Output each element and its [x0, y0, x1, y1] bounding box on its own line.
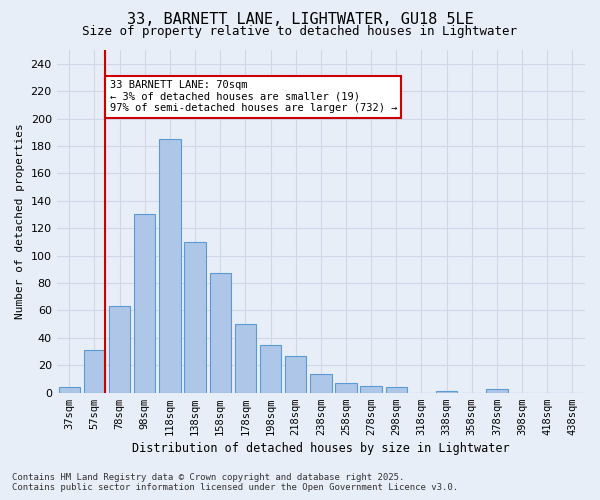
Bar [109, 306, 130, 392]
Text: Contains HM Land Registry data © Crown copyright and database right 2025.
Contai: Contains HM Land Registry data © Crown c… [12, 473, 458, 492]
Bar [184, 242, 206, 392]
Bar [335, 383, 356, 392]
Bar [59, 387, 80, 392]
Text: 33, BARNETT LANE, LIGHTWATER, GU18 5LE: 33, BARNETT LANE, LIGHTWATER, GU18 5LE [127, 12, 473, 28]
Bar [209, 274, 231, 392]
X-axis label: Distribution of detached houses by size in Lightwater: Distribution of detached houses by size … [132, 442, 509, 455]
Bar [159, 139, 181, 392]
Bar [486, 388, 508, 392]
Bar [84, 350, 105, 393]
Bar [134, 214, 155, 392]
Bar [235, 324, 256, 392]
Bar [285, 356, 307, 393]
Text: Size of property relative to detached houses in Lightwater: Size of property relative to detached ho… [83, 25, 517, 38]
Text: 33 BARNETT LANE: 70sqm
← 3% of detached houses are smaller (19)
97% of semi-deta: 33 BARNETT LANE: 70sqm ← 3% of detached … [110, 80, 397, 114]
Bar [361, 386, 382, 392]
Bar [260, 344, 281, 393]
Bar [310, 374, 332, 392]
Y-axis label: Number of detached properties: Number of detached properties [15, 124, 25, 319]
Bar [386, 387, 407, 392]
